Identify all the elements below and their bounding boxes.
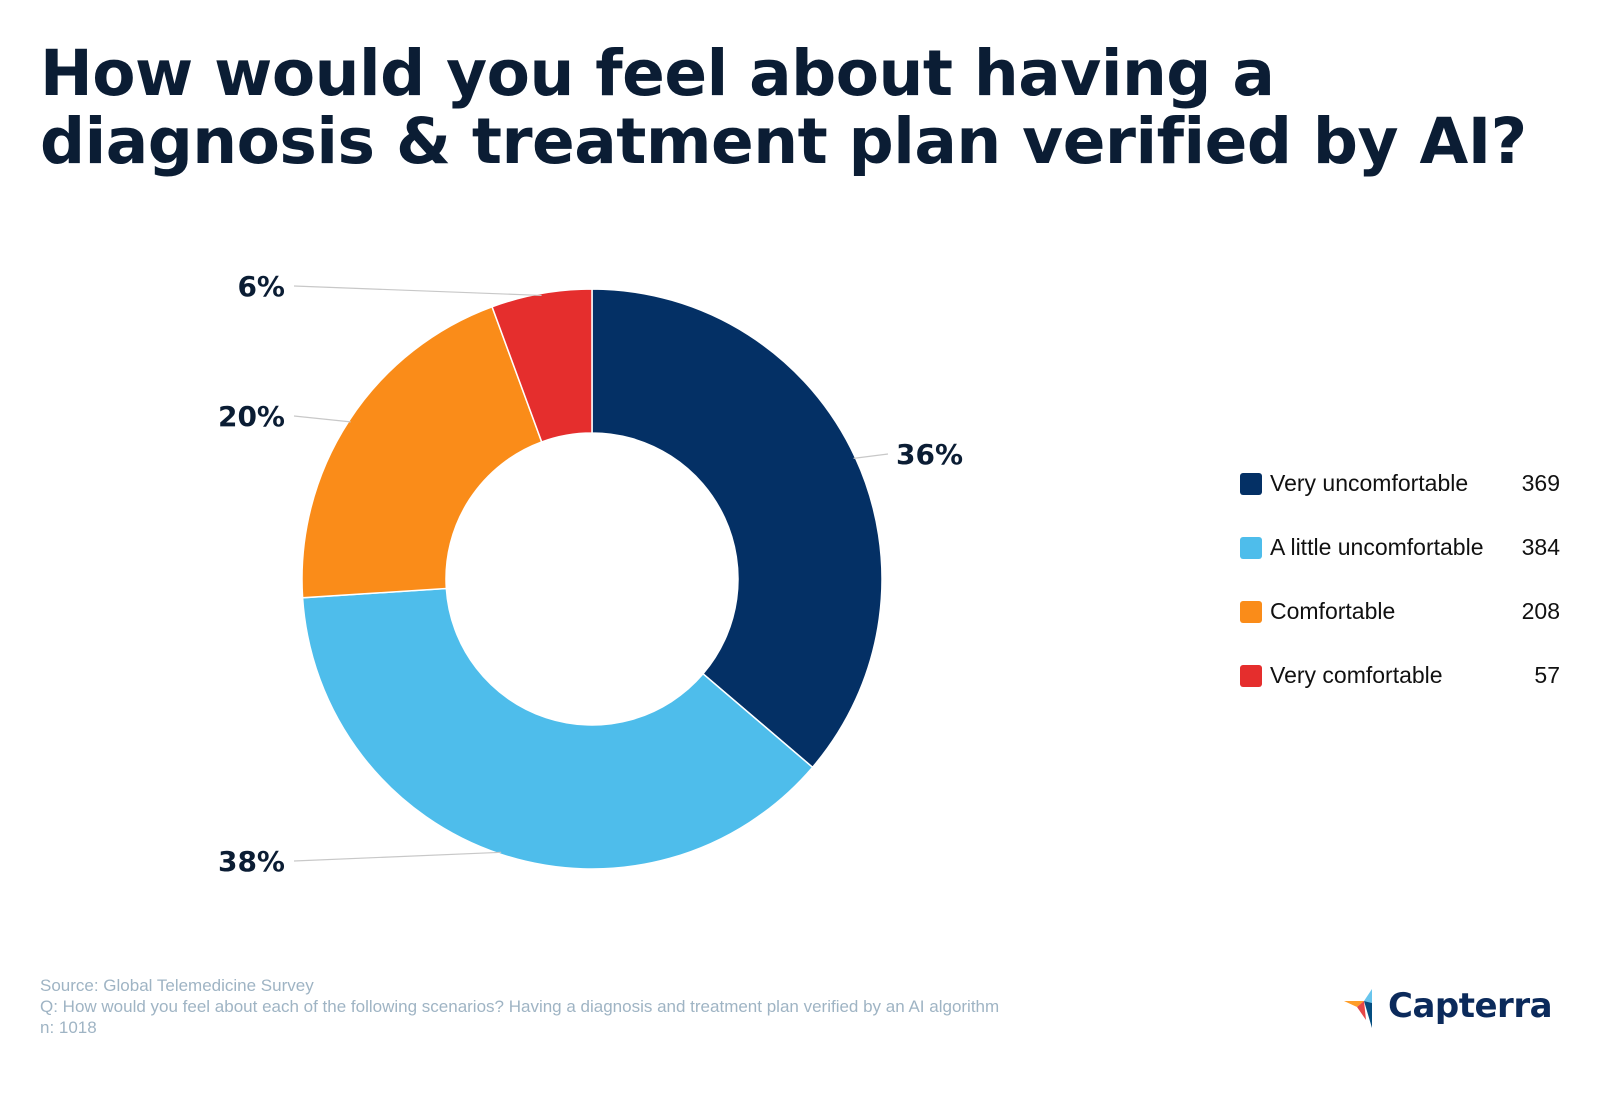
leader-line-comfortable xyxy=(293,415,351,423)
legend-swatch xyxy=(1240,537,1262,559)
sample-size-note: n: 1018 xyxy=(40,1018,97,1037)
donut-slice-very-uncomfortable xyxy=(591,288,883,769)
chart-title-line-2: diagnosis & treatment plan verified by A… xyxy=(40,105,1527,178)
legend-item-very-uncomfortable: Very uncomfortable 369 xyxy=(1240,470,1560,534)
data-label-a-little-uncomfortable: 38% xyxy=(218,845,285,878)
leader-line-very-comfortable xyxy=(293,285,542,297)
chart-footer: Source: Global Telemedicine Survey Q: Ho… xyxy=(40,975,999,1038)
donut-slice-very-comfortable xyxy=(491,288,593,443)
logo-navy-facet xyxy=(1364,1001,1372,1028)
legend-label: Very comfortable xyxy=(1270,662,1443,688)
logo-red-facet xyxy=(1357,1001,1366,1020)
question-note: Q: How would you feel about each of the … xyxy=(40,997,1000,1016)
leader-line-very-uncomfortable xyxy=(853,453,889,460)
legend-item-a-little-uncomfortable: A little uncomfortable 384 xyxy=(1240,534,1560,598)
capterra-wordmark: Capterra xyxy=(1388,986,1553,1026)
chart-legend: Very uncomfortable 369 A little uncomfor… xyxy=(1240,470,1560,726)
data-label-very-uncomfortable: 36% xyxy=(896,438,963,471)
legend-count: 369 xyxy=(1521,470,1560,496)
capterra-brand: Capterra xyxy=(1342,982,1553,1032)
donut-slice-a-little-uncomfortable xyxy=(301,587,814,870)
source-note: Source: Global Telemedicine Survey xyxy=(40,976,314,995)
legend-count: 384 xyxy=(1521,534,1560,560)
donut-slice-comfortable xyxy=(301,305,543,599)
legend-swatch xyxy=(1240,665,1262,687)
data-label-very-comfortable: 6% xyxy=(237,270,285,303)
data-label-comfortable: 20% xyxy=(218,400,285,433)
legend-item-comfortable: Comfortable 208 xyxy=(1240,598,1560,662)
legend-label: Very uncomfortable xyxy=(1270,470,1469,496)
logo-orange-facet xyxy=(1344,1001,1364,1007)
capterra-logo-icon xyxy=(1344,989,1372,1028)
legend-item-very-comfortable: Very comfortable 57 xyxy=(1240,662,1560,726)
chart-title-line-1: How would you feel about having a xyxy=(40,37,1275,110)
legend-count: 57 xyxy=(1534,662,1560,688)
legend-count: 208 xyxy=(1521,598,1560,624)
logo-blue-facet xyxy=(1364,989,1372,1003)
chart-title: How would you feel about having a diagno… xyxy=(40,40,1540,176)
legend-label: Comfortable xyxy=(1270,598,1396,624)
legend-swatch xyxy=(1240,473,1262,495)
legend-swatch xyxy=(1240,601,1262,623)
legend-label: A little uncomfortable xyxy=(1270,534,1484,560)
leader-line-a-little-uncomfortable xyxy=(293,851,502,862)
